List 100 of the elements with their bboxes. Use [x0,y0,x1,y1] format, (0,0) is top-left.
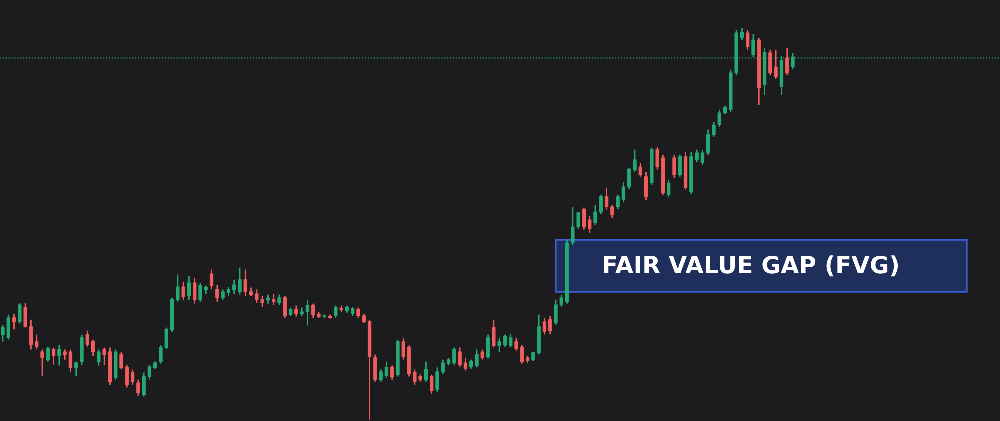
candlestick [402,337,406,361]
candlestick [509,333,513,348]
candlestick [216,284,220,303]
candlestick [306,299,310,326]
candlestick [542,317,547,336]
candlestick [1,324,5,343]
candlestick [86,330,90,348]
candlestick [560,294,564,308]
candlestick [678,154,682,178]
candlestick [594,204,598,226]
candlestick [148,364,152,381]
candlestick [616,194,620,210]
candlestick [244,269,248,297]
candlestick [786,47,790,76]
candlestick [548,315,552,335]
candlestick [182,281,186,301]
candlestick [362,313,366,324]
candlestick [520,344,524,364]
candlestick [644,171,648,201]
candlestick [622,181,626,203]
candlestick [238,267,242,296]
candlestick [628,167,632,190]
candlestick [700,149,705,166]
candlestick [159,344,163,364]
candlestick [672,154,676,179]
candlestick [198,282,202,303]
candlestick [718,109,722,128]
candlestick [193,277,197,305]
candlestick [125,364,129,388]
candlestick [436,367,440,393]
candlestick [610,204,614,219]
candlestick [486,334,490,360]
candlestick [334,305,338,319]
candlestick [588,215,592,234]
candlestick [40,348,44,377]
candlestick [24,302,28,328]
candlestick [424,361,428,383]
candlestick [232,279,236,295]
candlestick [458,347,462,368]
candlestick [210,269,214,290]
candlestick [464,357,468,372]
candlestick [633,149,637,173]
candlestick [12,313,16,330]
candlestick [136,379,140,397]
candlestick [6,314,10,341]
candlestick [130,368,135,386]
candlestick [452,347,456,366]
candlestick [278,294,282,306]
candlestick [514,337,518,352]
candlestick [390,365,394,381]
candlestick [164,327,168,350]
candlestick [226,286,231,297]
candlestick [46,346,50,363]
candlestick [706,129,710,156]
candlestick [712,121,716,138]
candlestick [63,348,67,361]
candlestick [102,347,106,366]
candlestick [74,361,78,377]
candlestick [18,302,22,325]
candlestick [746,29,750,51]
candlestick [176,274,180,303]
candlestick [312,303,316,319]
candlestick [374,354,378,383]
candlestick [582,207,586,230]
candlestick [498,337,502,353]
candlestick [356,307,360,319]
candlestick [638,162,642,178]
candlestick [656,146,660,171]
candlestick [272,293,276,306]
candlestick [599,194,603,215]
candlestick [80,334,84,366]
candlestick [35,334,39,350]
candlestick [97,348,101,366]
candlestick [667,179,671,198]
candlestick [91,339,96,357]
candlestick [142,372,146,398]
candlestick [120,351,124,370]
candlestick [554,299,558,326]
annotation: FAIR VALUE GAP (FVG) [604,256,898,277]
candlestick [68,348,73,373]
candlestick [58,344,62,366]
candlestick [470,359,474,370]
candlestick [604,187,609,210]
candlestick [221,289,225,301]
candlestick [351,306,355,317]
candlestick [752,34,756,58]
candlestick [52,347,56,366]
candlestick [740,27,744,41]
candlestick [29,319,34,350]
candlestick [492,319,496,348]
candlestick [441,359,445,375]
candlestick [430,374,434,395]
candlestick [475,348,479,368]
candlestick [379,368,383,383]
candlestick [503,334,508,348]
candlestick [283,295,287,319]
candlestick [480,348,484,361]
candlestick [294,305,298,318]
candlestick [384,361,389,379]
candlestick [187,275,192,301]
